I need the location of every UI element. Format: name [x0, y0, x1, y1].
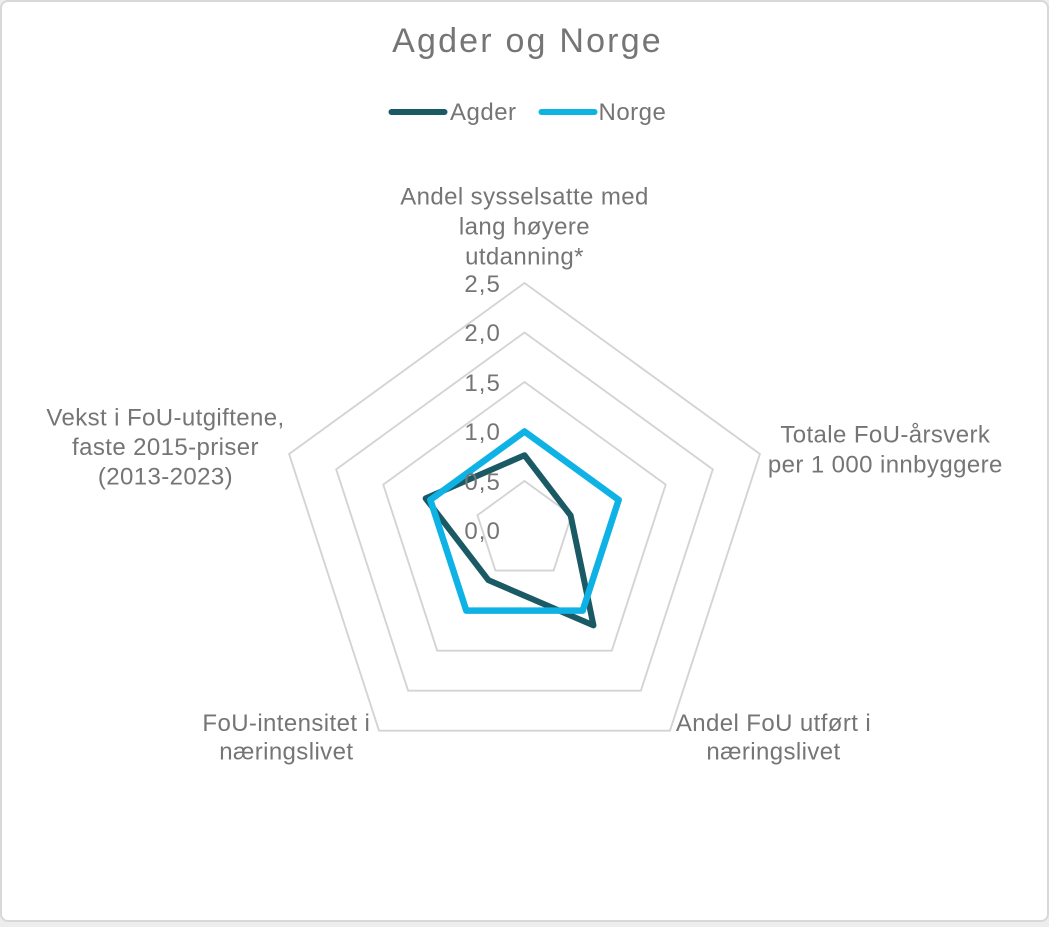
svg-text:Norge: Norge	[599, 99, 667, 126]
svg-text:lang høyere: lang høyere	[459, 214, 590, 241]
svg-text:FoU-intensitet i: FoU-intensitet i	[202, 710, 370, 737]
svg-text:0,0: 0,0	[464, 518, 500, 545]
svg-text:utdanning*: utdanning*	[465, 244, 584, 271]
svg-text:Agder og Norge: Agder og Norge	[392, 22, 663, 60]
svg-text:næringslivet: næringslivet	[219, 739, 353, 766]
svg-text:per 1 000 innbyggere: per 1 000 innbyggere	[768, 452, 1003, 479]
svg-text:1,0: 1,0	[464, 419, 500, 446]
svg-text:(2013-2023): (2013-2023)	[98, 464, 233, 491]
svg-text:2,5: 2,5	[464, 271, 500, 298]
svg-text:Andel FoU utført i: Andel FoU utført i	[676, 710, 871, 737]
svg-text:Vekst i FoU-utgiftene,: Vekst i FoU-utgiftene,	[46, 405, 284, 432]
svg-text:faste 2015-priser: faste 2015-priser	[72, 434, 259, 461]
svg-text:Agder: Agder	[450, 99, 517, 126]
svg-text:2,0: 2,0	[464, 320, 500, 347]
svg-text:Andel sysselsatte med: Andel sysselsatte med	[400, 184, 649, 211]
svg-text:næringslivet: næringslivet	[706, 739, 840, 766]
svg-text:0,5: 0,5	[464, 469, 500, 496]
svg-text:Totale FoU-årsverk: Totale FoU-årsverk	[780, 422, 991, 449]
svg-text:1,5: 1,5	[464, 370, 500, 397]
